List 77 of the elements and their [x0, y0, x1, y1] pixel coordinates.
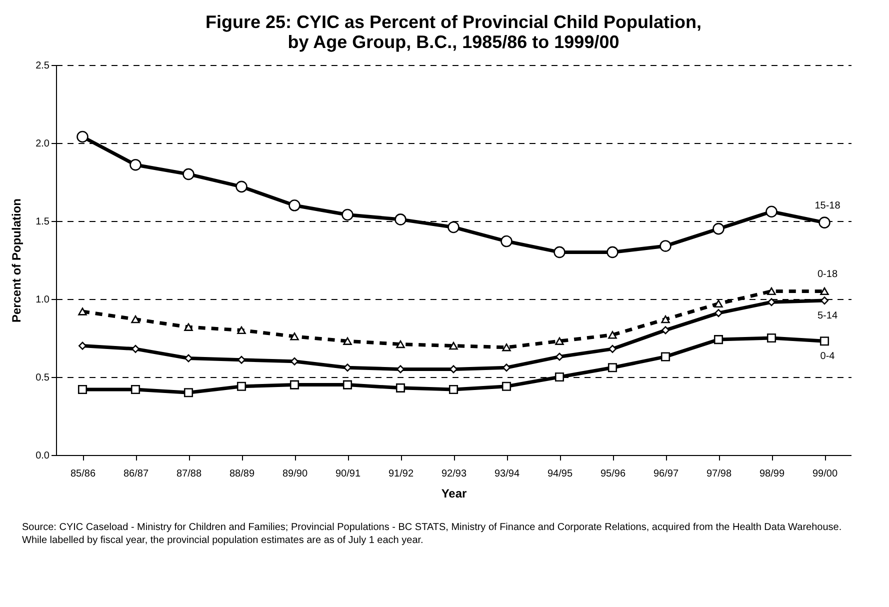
point	[820, 287, 829, 296]
point	[502, 344, 511, 352]
point	[500, 235, 512, 248]
point	[130, 158, 142, 171]
point	[606, 246, 618, 258]
point	[342, 380, 352, 390]
point	[184, 323, 193, 331]
x-tick-label: 95/96	[600, 468, 626, 480]
point	[131, 315, 140, 324]
x-tick-label: 91/92	[388, 468, 414, 480]
x-tick-label: 88/89	[229, 468, 255, 480]
x-tick-label: 89/90	[282, 468, 308, 480]
point	[818, 216, 830, 228]
point	[290, 380, 300, 390]
point	[502, 382, 512, 391]
point	[608, 331, 617, 339]
x-tick-label: 93/94	[494, 468, 520, 480]
point	[714, 300, 723, 308]
point	[448, 221, 460, 234]
point	[76, 130, 88, 143]
point	[660, 240, 672, 252]
x-tick-label: 92/93	[441, 468, 467, 480]
point	[449, 342, 458, 350]
point	[554, 372, 564, 382]
point	[714, 309, 723, 318]
x-tick-label: 87/88	[176, 468, 202, 480]
y-tick-label: 0.5	[36, 372, 50, 384]
point	[661, 315, 670, 324]
point	[448, 384, 458, 394]
point	[555, 337, 564, 345]
point	[396, 340, 405, 348]
point	[766, 333, 776, 343]
point	[660, 352, 670, 362]
point	[714, 335, 724, 344]
x-tick-label: 97/98	[706, 468, 732, 480]
series-label: 5-14	[817, 310, 838, 322]
y-tick-label: 1.5	[36, 216, 50, 228]
point	[342, 208, 354, 221]
point	[78, 384, 88, 394]
x-tick-label: 98/99	[759, 468, 785, 480]
point	[394, 214, 406, 226]
y-tick-label: 1.0	[36, 294, 50, 306]
point	[182, 168, 194, 180]
y-tick-label: 2.0	[36, 138, 50, 150]
series-label: 15-18	[814, 200, 841, 212]
chart-title: Figure 25: CYIC as Percent of Provincial Child Population, by Age Group, B.C., 1985/86 to 1999/00	[205, 12, 702, 52]
point	[396, 383, 406, 392]
point	[290, 332, 299, 340]
point	[820, 336, 830, 346]
x-tick-label: 99/00	[812, 468, 838, 480]
point	[661, 326, 670, 334]
point	[608, 344, 617, 353]
point	[766, 206, 778, 218]
source-note: Source: CYIC Caseload - Ministry for Children and Families; Provincial Populations - BC STATS, Ministry of Finance and Corporate Relations, acquired from the Health Data Warehouse. While labelled by fiscal year, the provincial population estimates are as of July 1 each year.	[22, 521, 843, 547]
x-tick-label: 94/95	[547, 468, 573, 480]
y-axis-title: Percent of Population	[10, 198, 24, 323]
y-tick-label: 2.5	[36, 60, 50, 72]
x-tick-label: 90/91	[335, 468, 361, 480]
point	[236, 382, 246, 391]
point	[608, 363, 618, 372]
x-axis-title: Year	[441, 486, 468, 500]
point	[237, 326, 246, 334]
point	[767, 287, 776, 296]
series-label: 0-4	[820, 351, 836, 362]
point	[130, 384, 140, 394]
y-tick-label: 0.0	[36, 450, 50, 462]
point	[343, 337, 352, 345]
point	[184, 388, 194, 398]
x-tick-label: 96/97	[653, 468, 679, 480]
point	[78, 308, 87, 316]
point	[236, 180, 248, 193]
x-tick-label: 85/86	[70, 468, 96, 480]
point	[712, 222, 724, 235]
point	[554, 246, 566, 258]
series-label: 0-18	[817, 269, 838, 280]
point	[288, 200, 300, 212]
x-tick-label: 86/87	[123, 468, 149, 480]
